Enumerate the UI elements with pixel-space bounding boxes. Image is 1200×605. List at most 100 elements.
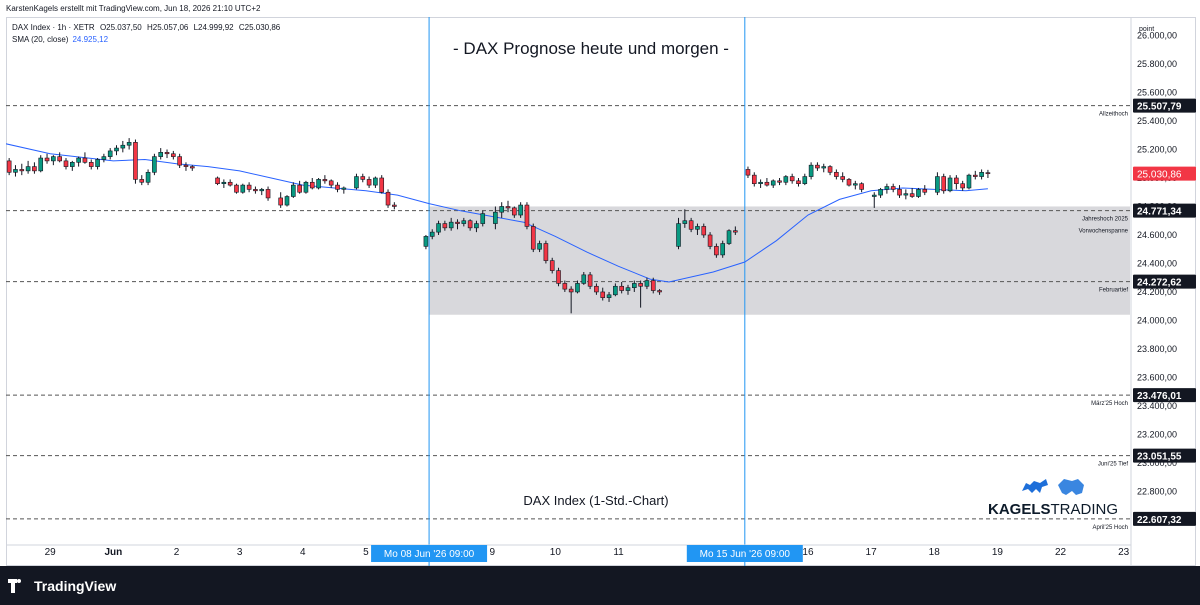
candle-body [82,157,88,163]
candle [613,283,618,297]
candle [341,186,347,194]
candle-body [316,179,321,189]
candle [442,220,448,231]
candle [834,169,839,180]
candle-body [335,184,340,190]
candle-body [297,184,302,193]
level-price-tag: 24.272,62 [1133,274,1196,289]
candle [878,187,883,198]
candle-body [240,184,246,193]
candle [82,152,88,164]
candle [688,217,694,233]
candle [581,272,587,285]
time-tick-label: 22 [1055,547,1067,558]
candle [625,284,631,295]
candle [890,183,896,193]
candle [922,185,928,196]
candle-body [467,220,473,229]
candle-body [827,166,833,173]
candle [549,257,555,274]
candle-body [821,166,827,169]
candle [632,280,637,292]
candle [436,220,441,235]
candle [777,177,782,186]
candle [385,189,391,208]
candle [587,272,593,290]
candle-body [935,176,940,193]
candle [373,176,378,188]
candle [423,234,429,250]
candle-body [13,169,18,173]
candle-body [890,186,896,190]
candle [751,172,757,187]
candle [461,217,467,227]
candle-body [253,189,258,192]
candle [51,155,56,166]
candle [63,158,69,170]
level-price-tag-bg [1133,448,1196,463]
candle-body [733,230,738,233]
candle [644,277,650,290]
candle [139,175,145,186]
candle-body [954,177,959,184]
candle-body [802,176,808,184]
candle [95,158,100,170]
candle [354,173,359,190]
candle-body [581,274,587,284]
candle [758,179,763,188]
candle-body [682,220,688,224]
candle-body [625,287,631,291]
tradingview-mark-icon [8,579,28,593]
candle [240,183,246,194]
bear-icon [1058,479,1084,495]
candle-body [246,184,252,190]
candle [916,187,921,198]
tradingview-logo[interactable]: TradingView [8,578,116,594]
candle [448,217,454,231]
candle [164,149,170,159]
price-tick-label: 23.200,00 [1137,429,1177,439]
high-value: H25.057,06 [146,23,189,32]
candle-body [44,157,50,162]
candle-body [95,159,100,167]
candle [309,177,315,190]
candle [543,240,549,264]
candle [935,172,940,196]
candle-body [960,183,965,189]
level-price-tag-text: 23.476,01 [1137,391,1182,402]
candle-body [139,179,145,183]
candle-body [436,223,441,233]
candle [328,179,334,188]
candle-body [859,183,864,190]
candle-body [379,177,385,193]
candle-body [107,150,113,157]
candle-body [853,183,858,186]
chart-area[interactable]: Allzeithoch Jahreshoch 2025 Vorwochenspann… [6,17,1200,566]
price-tick-label: 24.400,00 [1137,258,1177,268]
last-price-tag: 25.030,86 [1133,166,1196,181]
candle-body [385,191,391,206]
level-price-tag: 24.771,34 [1133,203,1196,218]
candle [745,166,751,178]
candle-body [152,156,157,173]
candle [840,172,845,183]
candle-body [568,288,574,293]
level-price-tag: 23.051,55 [1133,448,1196,463]
candle [19,163,25,176]
candlestick-chart[interactable]: Allzeithoch Jahreshoch 2025 Vorwochenspann… [6,17,1200,566]
attribution-text: KarstenKagels erstellt mit TradingView.c… [6,4,261,13]
price-tick-label: 23.000,00 [1137,458,1177,468]
time-tick-label: 11 [613,547,624,558]
candle-body [657,290,662,293]
candle-body [366,179,372,186]
candle [335,182,340,193]
candle [366,176,372,188]
candle [903,189,909,200]
candle [638,280,643,308]
candle-body [714,246,719,256]
candle-body [909,193,915,197]
candle [537,240,542,253]
candle-body [834,171,839,177]
level-label: Allzeithoch [1099,112,1128,118]
sma-value: 24.925,12 [72,35,109,44]
